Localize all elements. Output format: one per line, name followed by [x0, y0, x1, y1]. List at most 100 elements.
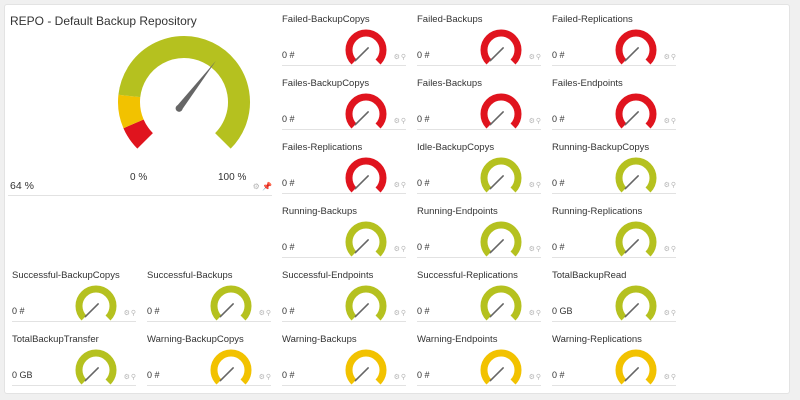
pin-icon[interactable]: ⚲ — [400, 246, 406, 253]
sensor-value: 0 # — [147, 370, 160, 380]
gear-icon[interactable]: ⚙ — [663, 182, 670, 189]
pin-icon[interactable]: ⚲ — [670, 374, 676, 381]
pin-icon[interactable]: ⚲ — [265, 310, 271, 317]
pin-icon[interactable]: ⚲ — [670, 118, 676, 125]
gear-icon[interactable]: ⚙ — [393, 246, 400, 253]
sensor-tile[interactable]: Warning-Endpoints 0 # ⚙⚲ — [417, 326, 541, 386]
sensor-gauge — [612, 282, 660, 326]
pin-icon[interactable]: ⚲ — [535, 54, 541, 61]
main-gauge — [111, 36, 257, 168]
gauge-arc — [480, 285, 522, 321]
gear-icon[interactable]: ⚙ — [663, 374, 670, 381]
pin-icon[interactable]: ⚲ — [535, 374, 541, 381]
gear-icon[interactable]: ⚙ — [528, 118, 535, 125]
sensor-gauge — [342, 218, 390, 262]
gear-icon[interactable]: ⚙ — [528, 54, 535, 61]
sensor-tile[interactable]: Successful-Replications 0 # ⚙⚲ — [417, 262, 541, 322]
sensor-value: 0 # — [552, 242, 565, 252]
sensor-tile[interactable]: Warning-Backups 0 # ⚙⚲ — [282, 326, 406, 386]
pin-icon[interactable]: ⚲ — [670, 54, 676, 61]
pin-icon[interactable]: ⚲ — [265, 374, 271, 381]
sensor-tile[interactable]: Running-Endpoints 0 # ⚙⚲ — [417, 198, 541, 258]
sensor-tile[interactable]: Successful-Endpoints 0 # ⚙⚲ — [282, 262, 406, 322]
sensor-gauge-svg — [210, 285, 252, 321]
sensor-tile[interactable]: Running-Backups 0 # ⚙⚲ — [282, 198, 406, 258]
sensor-tile[interactable]: Failes-Endpoints 0 # ⚙⚲ — [552, 70, 676, 130]
sensor-value: 0 # — [552, 370, 565, 380]
gear-icon[interactable]: ⚙ — [663, 54, 670, 61]
main-gauge-max-label: 100 % — [218, 172, 247, 183]
gear-icon[interactable]: ⚙ — [123, 374, 130, 381]
sensor-gauge-svg — [615, 349, 657, 385]
pin-icon[interactable]: ⚲ — [535, 310, 541, 317]
sensor-actions: ⚙⚲ — [258, 310, 271, 318]
gauge-needle — [624, 367, 639, 382]
gear-icon[interactable]: ⚙ — [663, 310, 670, 317]
gear-icon[interactable]: ⚙ — [252, 182, 260, 191]
sensor-tile[interactable]: Failed-BackupCopys 0 # ⚙⚲ — [282, 6, 406, 66]
sensor-tile[interactable]: TotalBackupTransfer 0 GB ⚙⚲ — [12, 326, 136, 386]
sensor-tile[interactable]: Failes-BackupCopys 0 # ⚙⚲ — [282, 70, 406, 130]
sensor-tile[interactable]: Idle-BackupCopys 0 # ⚙⚲ — [417, 134, 541, 194]
gauge-arc — [615, 221, 657, 257]
gear-icon[interactable]: ⚙ — [663, 246, 670, 253]
gauge-needle — [354, 175, 369, 190]
pin-icon[interactable]: ⚲ — [400, 54, 406, 61]
sensor-tile[interactable]: Warning-Replications 0 # ⚙⚲ — [552, 326, 676, 386]
sensor-tile[interactable]: Failes-Replications 0 # ⚙⚲ — [282, 134, 406, 194]
gear-icon[interactable]: ⚙ — [393, 118, 400, 125]
sensor-tile[interactable]: Failed-Replications 0 # ⚙⚲ — [552, 6, 676, 66]
pin-icon[interactable]: ⚲ — [400, 118, 406, 125]
pin-icon[interactable]: ⚲ — [535, 182, 541, 189]
pin-icon[interactable]: 📌 — [262, 182, 272, 191]
sensor-value: 0 # — [552, 114, 565, 124]
gear-icon[interactable]: ⚙ — [393, 310, 400, 317]
sensor-tile[interactable]: Warning-BackupCopys 0 # ⚙⚲ — [147, 326, 271, 386]
gauge-arc — [75, 349, 117, 385]
sensor-gauge-svg — [210, 349, 252, 385]
gear-icon[interactable]: ⚙ — [258, 310, 265, 317]
gear-icon[interactable]: ⚙ — [258, 374, 265, 381]
gear-icon[interactable]: ⚙ — [663, 118, 670, 125]
gear-icon[interactable]: ⚙ — [123, 310, 130, 317]
main-gauge-actions: ⚙ 📌 — [253, 182, 272, 191]
main-gauge-tile[interactable]: REPO - Default Backup Repository 0 % 100… — [8, 6, 272, 196]
gauge-arc — [210, 349, 252, 385]
sensor-title: Failed-Replications — [552, 14, 633, 25]
sensor-actions: ⚙⚲ — [528, 246, 541, 254]
sensor-tile[interactable]: Running-Replications 0 # ⚙⚲ — [552, 198, 676, 258]
pin-icon[interactable]: ⚲ — [130, 374, 136, 381]
gear-icon[interactable]: ⚙ — [393, 374, 400, 381]
gauge-arc — [615, 349, 657, 385]
main-gauge-min-label: 0 % — [130, 172, 148, 183]
pin-icon[interactable]: ⚲ — [130, 310, 136, 317]
sensor-actions: ⚙⚲ — [258, 374, 271, 382]
gear-icon[interactable]: ⚙ — [528, 374, 535, 381]
pin-icon[interactable]: ⚲ — [670, 246, 676, 253]
gear-icon[interactable]: ⚙ — [393, 54, 400, 61]
main-gauge-arc-segment — [118, 94, 144, 129]
sensor-tile[interactable]: Failes-Backups 0 # ⚙⚲ — [417, 70, 541, 130]
sensor-tile[interactable]: Running-BackupCopys 0 # ⚙⚲ — [552, 134, 676, 194]
gear-icon[interactable]: ⚙ — [393, 182, 400, 189]
pin-icon[interactable]: ⚲ — [400, 182, 406, 189]
gear-icon[interactable]: ⚙ — [528, 182, 535, 189]
pin-icon[interactable]: ⚲ — [400, 374, 406, 381]
pin-icon[interactable]: ⚲ — [535, 246, 541, 253]
sensor-tile[interactable]: TotalBackupRead 0 GB ⚙⚲ — [552, 262, 676, 322]
sensor-tile[interactable]: Successful-BackupCopys 0 # ⚙⚲ — [12, 262, 136, 322]
sensor-gauge-svg — [345, 157, 387, 193]
sensor-title: Failed-BackupCopys — [282, 14, 370, 25]
pin-icon[interactable]: ⚲ — [535, 118, 541, 125]
pin-icon[interactable]: ⚲ — [670, 310, 676, 317]
sensor-tile[interactable]: Failed-Backups 0 # ⚙⚲ — [417, 6, 541, 66]
gear-icon[interactable]: ⚙ — [528, 246, 535, 253]
gauge-needle — [219, 367, 234, 382]
pin-icon[interactable]: ⚲ — [400, 310, 406, 317]
sensor-gauge — [477, 282, 525, 326]
sensor-value: 0 # — [417, 114, 430, 124]
sensor-tile[interactable]: Successful-Backups 0 # ⚙⚲ — [147, 262, 271, 322]
pin-icon[interactable]: ⚲ — [670, 182, 676, 189]
main-gauge-title: REPO - Default Backup Repository — [10, 14, 197, 28]
gear-icon[interactable]: ⚙ — [528, 310, 535, 317]
